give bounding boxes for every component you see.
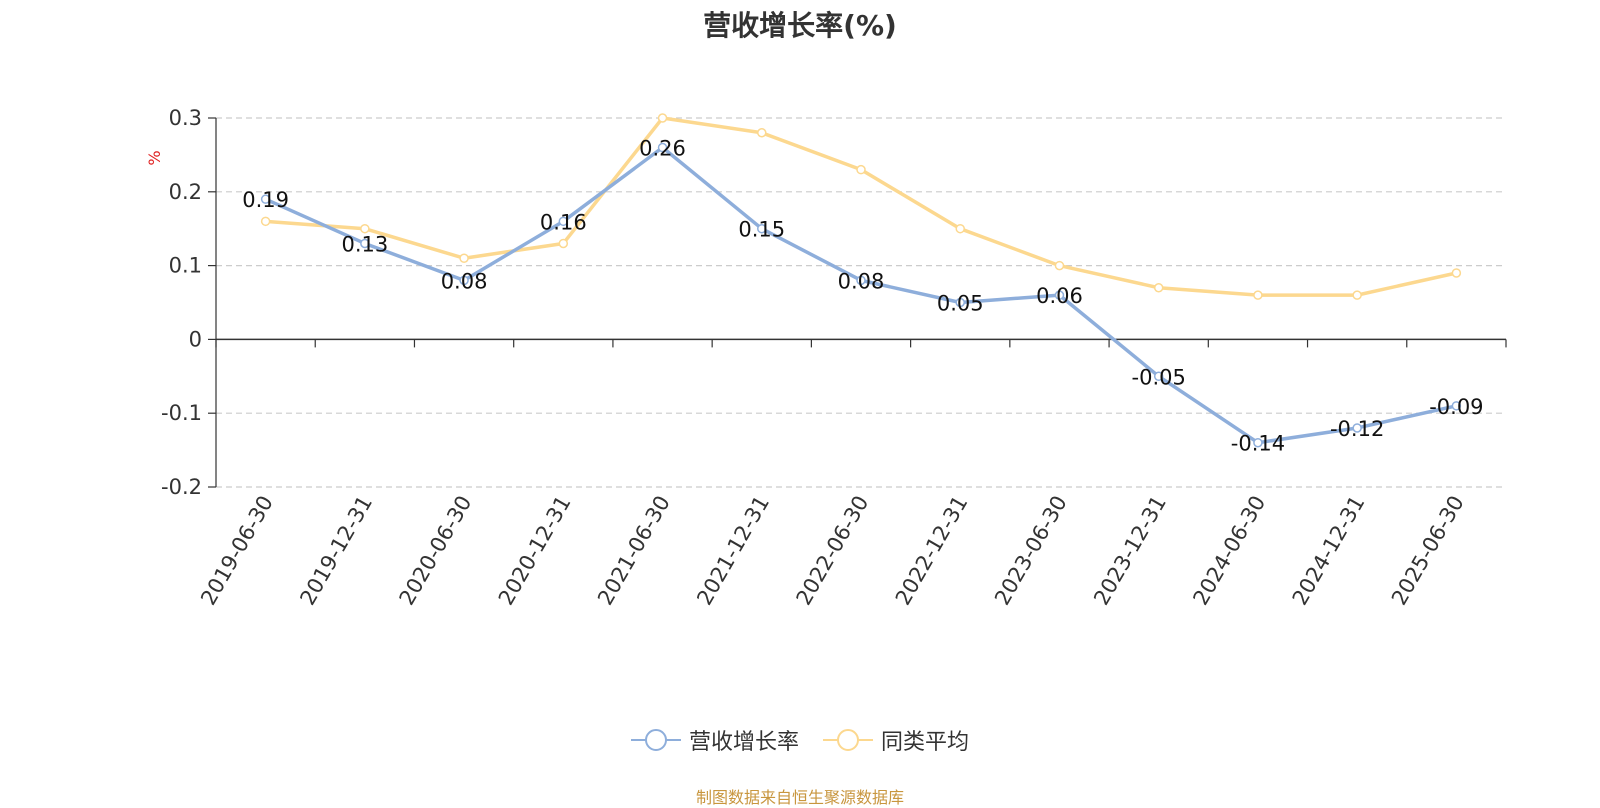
data-label: 0.19 <box>242 188 289 212</box>
data-point-revenue-growth <box>1451 401 1462 411</box>
data-point-peer-average <box>1451 268 1462 278</box>
data-label: 0.26 <box>639 137 686 161</box>
data-point-revenue-growth <box>955 297 965 308</box>
data-point-peer-average <box>1253 290 1263 300</box>
x-tick-label: 2024-12-31 <box>1288 492 1370 610</box>
chart-title: 营收增长率(%) <box>703 9 897 42</box>
x-tick-label: 2024-06-30 <box>1188 492 1270 610</box>
y-tick-label: -0.1 <box>161 401 202 425</box>
data-point-peer-average <box>260 216 271 227</box>
y-tick-label: 0.1 <box>169 254 202 278</box>
x-tick-label: 2022-12-31 <box>891 492 973 610</box>
data-point-peer-average <box>955 223 965 234</box>
x-tick-label: 2021-06-30 <box>593 492 675 610</box>
data-point-peer-average <box>360 223 370 234</box>
data-point-peer-average <box>1054 260 1065 271</box>
data-label: 0.13 <box>341 232 388 256</box>
legend-label-peer-average: 同类平均 <box>881 730 970 755</box>
data-point-revenue-growth <box>1253 437 1263 448</box>
y-tick-label: 0.2 <box>169 180 202 204</box>
data-label: 0.08 <box>838 269 885 293</box>
data-point-peer-average <box>657 113 668 123</box>
data-point-revenue-growth <box>657 142 668 153</box>
data-point-revenue-growth <box>558 216 569 227</box>
y-tick-label: 0.3 <box>169 106 202 130</box>
y-tick-label: 0 <box>189 327 202 351</box>
data-point-revenue-growth <box>360 238 370 249</box>
x-tick-label: 2023-06-30 <box>990 492 1072 610</box>
legend-swatch-peer-average <box>823 729 873 751</box>
data-point-peer-average <box>1153 282 1164 293</box>
data-point-revenue-growth <box>856 275 866 286</box>
data-point-peer-average <box>757 128 767 138</box>
data-label: 0.15 <box>738 218 785 242</box>
legend-label-revenue-growth: 营收增长率 <box>688 730 799 755</box>
x-tick-label: 2019-06-30 <box>196 492 278 610</box>
data-label: 0.16 <box>540 210 587 234</box>
source-note: 制图数据来自恒生聚源数据库 <box>695 788 904 807</box>
data-point-revenue-growth <box>1352 423 1362 433</box>
data-label: 0.06 <box>1036 284 1083 308</box>
data-point-peer-average <box>1352 290 1362 300</box>
y-tick-label: -0.2 <box>161 475 202 499</box>
data-label: 0.05 <box>937 292 984 316</box>
x-tick-label: 2020-06-30 <box>395 492 477 610</box>
legend-item-revenue-growth[interactable]: 营收增长率 <box>630 724 799 756</box>
x-tick-label: 2023-12-31 <box>1089 492 1171 610</box>
data-label: -0.05 <box>1132 365 1186 389</box>
data-label: -0.12 <box>1330 417 1384 441</box>
data-point-revenue-growth <box>1054 290 1065 300</box>
data-label: 0.08 <box>441 269 488 293</box>
data-point-revenue-growth <box>1153 371 1164 382</box>
y-axis-label: % <box>145 150 164 165</box>
data-point-peer-average <box>558 238 569 249</box>
data-label: -0.14 <box>1231 432 1285 456</box>
data-point-revenue-growth <box>260 194 271 204</box>
legend-item-peer-average[interactable]: 同类平均 <box>823 724 969 756</box>
legend: 营收增长率 同类平均 <box>0 724 1600 756</box>
data-point-revenue-growth <box>757 223 767 234</box>
x-tick-label: 2021-12-31 <box>692 492 774 610</box>
line-chart: 0.30.20.10-0.1-0.2%2019-06-30 2019-12-31 2… <box>145 106 1507 610</box>
x-tick-label: 2019-12-31 <box>295 492 377 610</box>
data-label: -0.09 <box>1429 395 1483 419</box>
x-tick-label: 2020-12-31 <box>494 492 576 610</box>
legend-swatch-revenue-growth <box>630 729 681 751</box>
x-tick-label: 2022-06-30 <box>792 492 874 610</box>
x-tick-label: 2025-06-30 <box>1387 492 1469 610</box>
data-point-peer-average <box>856 164 866 175</box>
data-point-peer-average <box>459 253 469 263</box>
data-point-revenue-growth <box>459 275 469 286</box>
